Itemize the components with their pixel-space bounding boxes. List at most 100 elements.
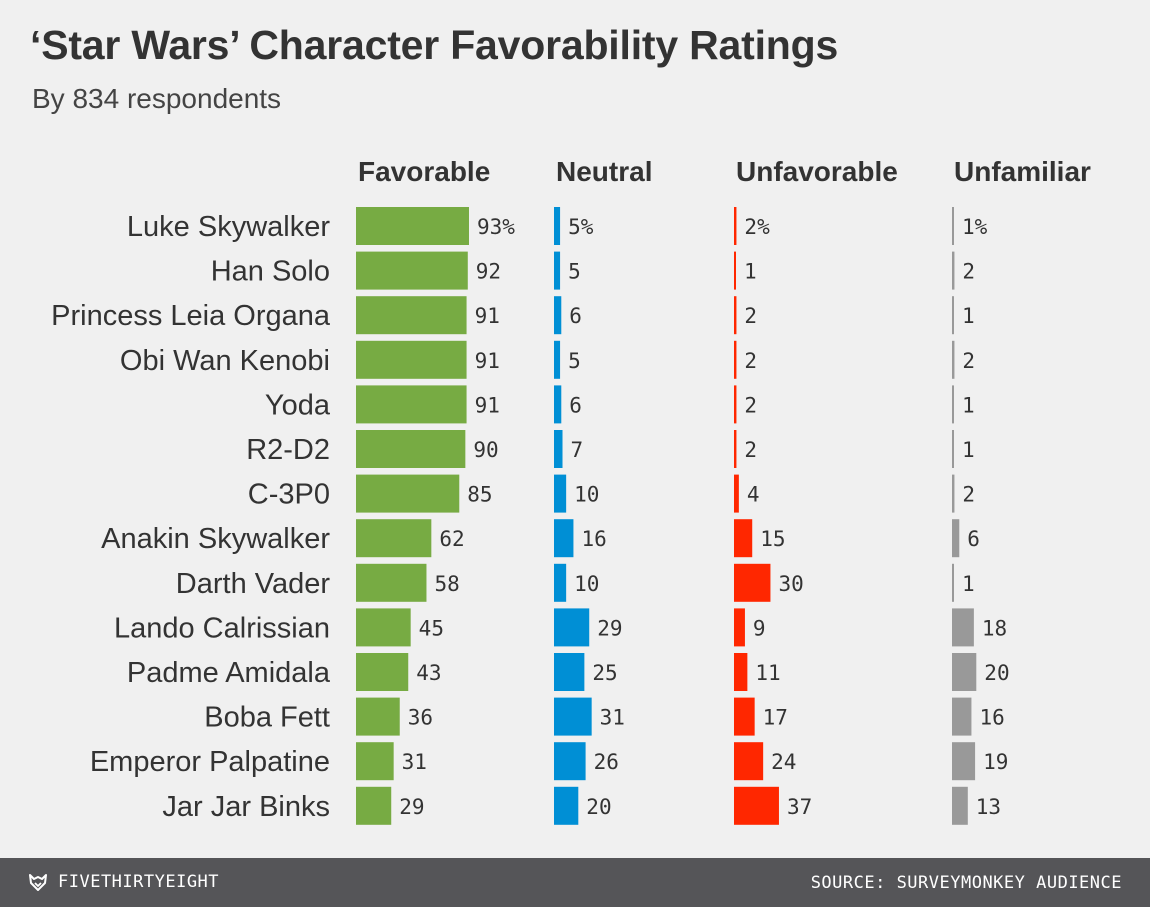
bar-unfamiliar (952, 207, 954, 245)
data-label-unfamiliar: 20 (984, 661, 1009, 685)
data-label-unfamiliar: 1% (962, 215, 988, 239)
data-label-favorable: 45 (419, 616, 444, 640)
bar-unfamiliar (952, 563, 954, 602)
bar-unfamiliar (952, 697, 972, 736)
fivethirtyeight-fox-icon (29, 874, 47, 891)
bar-unfavorable (734, 296, 737, 335)
bar-unfavorable (734, 697, 755, 736)
bar-unfavorable (734, 608, 745, 647)
category-label: Luke Skywalker (127, 211, 330, 243)
bar-favorable (356, 474, 460, 513)
category-label: Obi Wan Kenobi (120, 345, 330, 377)
data-label-neutral: 29 (597, 616, 622, 640)
bar-favorable (356, 385, 467, 424)
data-label-favorable: 93% (477, 215, 515, 239)
data-label-unfavorable: 4 (747, 483, 760, 507)
data-label-neutral: 7 (571, 438, 584, 462)
bar-unfamiliar (952, 653, 977, 691)
bar-favorable (356, 742, 394, 781)
bar-favorable (356, 251, 468, 290)
bar-favorable (356, 340, 467, 379)
bar-unfamiliar (952, 296, 954, 335)
bar-neutral (554, 340, 561, 379)
bar-unfamiliar (952, 251, 955, 290)
data-label-unfavorable: 2 (744, 304, 757, 328)
category-label: Han Solo (211, 256, 330, 288)
column-header-unfavorable: Unfavorable (736, 156, 898, 187)
bar-neutral (554, 786, 579, 825)
bar-favorable (356, 296, 467, 335)
bar-unfavorable (734, 207, 737, 245)
chart-title: ‘Star Wars’ Character Favorability Ratin… (30, 22, 839, 68)
data-label-favorable: 43 (416, 661, 441, 685)
data-label-unfamiliar: 1 (962, 393, 975, 417)
bar-unfavorable (734, 653, 748, 691)
data-label-favorable: 62 (439, 527, 464, 551)
category-label: Padme Amidala (127, 657, 331, 689)
bar-unfamiliar (952, 608, 974, 647)
source-note: SOURCE: SURVEYMONKEY AUDIENCE (810, 873, 1122, 893)
data-label-favorable: 90 (473, 438, 498, 462)
data-label-neutral: 5 (568, 349, 581, 373)
data-label-unfavorable: 17 (763, 706, 788, 730)
bar-neutral (554, 474, 567, 513)
data-label-unfavorable: 1 (744, 260, 757, 284)
bar-unfavorable (734, 340, 737, 379)
data-label-favorable: 91 (475, 349, 500, 373)
bar-unfavorable (734, 474, 739, 513)
chart-area: Favorable Neutral Unfavorable Unfamiliar Luk… (51, 156, 1091, 825)
category-label: Jar Jar Binks (162, 791, 330, 823)
category-label: Princess Leia Organa (51, 300, 331, 332)
data-label-unfamiliar: 1 (962, 572, 975, 596)
data-label-unfavorable: 9 (753, 616, 766, 640)
column-header-unfamiliar: Unfamiliar (954, 156, 1091, 187)
bar-unfavorable (734, 251, 736, 290)
bar-neutral (554, 519, 574, 558)
data-label-neutral: 16 (581, 527, 606, 551)
data-label-neutral: 10 (574, 483, 599, 507)
bar-favorable (356, 697, 400, 736)
bar-unfamiliar (952, 474, 955, 513)
bar-unfamiliar (952, 340, 955, 379)
bar-neutral (554, 608, 590, 647)
data-label-unfavorable: 24 (771, 750, 796, 774)
bar-neutral (554, 296, 562, 335)
bar-neutral (554, 430, 563, 468)
bar-favorable (356, 519, 432, 558)
category-label: Emperor Palpatine (90, 746, 330, 778)
data-label-unfavorable: 2% (744, 215, 770, 239)
data-label-neutral: 6 (569, 304, 582, 328)
bar-neutral (554, 742, 586, 781)
bar-unfavorable (734, 786, 779, 825)
bar-unfavorable (734, 519, 753, 558)
data-label-unfavorable: 2 (744, 438, 757, 462)
data-label-neutral: 6 (569, 393, 582, 417)
bar-unfamiliar (952, 786, 968, 825)
data-label-favorable: 91 (475, 304, 500, 328)
data-label-unfamiliar: 19 (983, 750, 1008, 774)
data-label-unfamiliar: 16 (979, 706, 1004, 730)
data-label-unfavorable: 2 (744, 393, 757, 417)
bar-favorable (356, 207, 469, 245)
data-label-unfamiliar: 13 (976, 795, 1001, 819)
data-label-favorable: 29 (399, 795, 424, 819)
column-header-neutral: Neutral (556, 156, 652, 187)
chart-subtitle: By 834 respondents (32, 83, 282, 114)
data-label-neutral: 26 (594, 750, 619, 774)
category-label: Lando Calrissian (114, 612, 330, 644)
bar-unfavorable (734, 563, 771, 602)
category-label: C-3P0 (248, 479, 330, 511)
bar-unfavorable (734, 430, 737, 468)
data-label-unfavorable: 30 (778, 572, 803, 596)
data-label-unfavorable: 37 (787, 795, 812, 819)
bar-neutral (554, 653, 585, 691)
data-label-unfamiliar: 2 (962, 483, 975, 507)
data-label-unfavorable: 15 (760, 527, 785, 551)
bar-neutral (554, 385, 562, 424)
data-label-neutral: 25 (592, 661, 617, 685)
data-label-unfamiliar: 1 (962, 304, 975, 328)
bar-neutral (554, 563, 567, 602)
bar-neutral (554, 207, 561, 245)
data-label-neutral: 10 (574, 572, 599, 596)
bar-unfamiliar (952, 519, 960, 558)
